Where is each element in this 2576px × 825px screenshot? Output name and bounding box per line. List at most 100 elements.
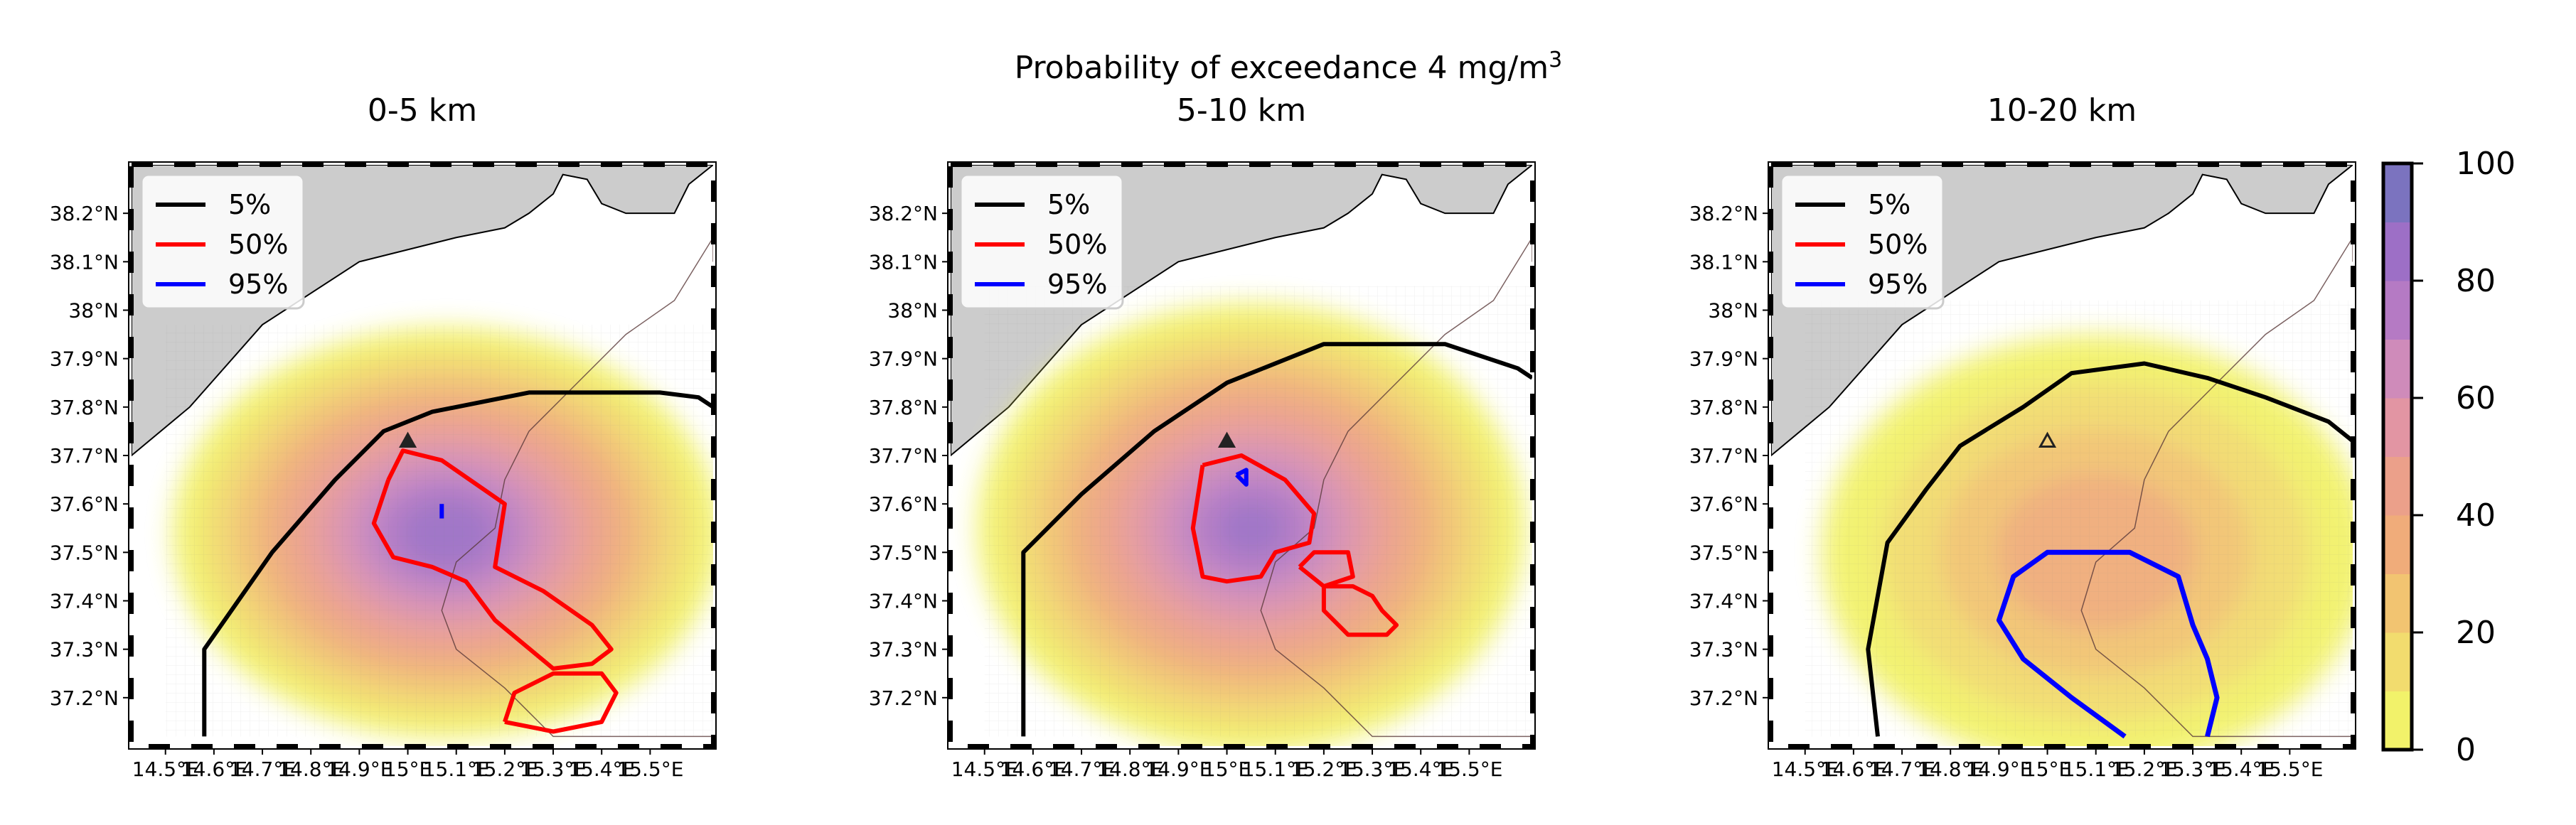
subplot-1: 5%50%95%5-10 km14.5°E14.6°E14.7°E14.8°E1… xyxy=(869,92,1536,781)
contour-95pct xyxy=(1235,468,1249,487)
colorbar-tick-label: 60 xyxy=(2456,380,2496,416)
x-tick-label: 15.5°E xyxy=(2256,757,2323,781)
y-tick-label: 37.8°N xyxy=(869,396,938,419)
y-tick-label: 38.1°N xyxy=(869,250,938,274)
x-tick-label: 14.6°E xyxy=(1820,757,1887,781)
y-tick-label: 37.2°N xyxy=(50,686,119,710)
x-tick-label: 14.6°E xyxy=(1000,757,1067,781)
y-tick-label: 37.4°N xyxy=(1689,590,1758,613)
x-tick-label: 14.7°E xyxy=(1869,757,1935,781)
legend-box xyxy=(959,173,1124,310)
colorbar-band-7 xyxy=(2383,281,2412,340)
legend: 5% 50% 95% xyxy=(1780,173,1945,310)
y-tick-label: 37.8°N xyxy=(1689,396,1758,419)
x-tick-label: 15.5°E xyxy=(616,757,683,781)
volcano-marker xyxy=(2038,431,2057,448)
legend-label-2: 95% xyxy=(1047,269,1107,300)
x-tick-label: 14.6°E xyxy=(181,757,247,781)
x-tick-label: 14.8°E xyxy=(1096,757,1163,781)
y-tick-label: 38°N xyxy=(68,299,119,323)
legend-label-0: 5% xyxy=(1868,189,1910,220)
y-tick-label: 38.1°N xyxy=(1689,250,1758,274)
subplot-title: 5-10 km xyxy=(1177,92,1306,129)
colorbar-tick-label: 0 xyxy=(2456,732,2476,768)
map-area xyxy=(132,165,713,746)
contour-5pct xyxy=(202,390,713,737)
contour-50pct_c xyxy=(1321,584,1399,637)
coastline xyxy=(2080,236,2353,738)
y-tick-label: 37.9°N xyxy=(869,347,938,371)
colorbar-tick-label: 80 xyxy=(2456,263,2496,299)
legend-label-1: 50% xyxy=(1047,229,1107,260)
legend: 5% 50% 95% xyxy=(140,173,305,310)
x-tick-label: 15.2°E xyxy=(1290,757,1357,781)
legend-box xyxy=(1780,173,1945,310)
y-tick-label: 37.3°N xyxy=(50,638,119,662)
x-tick-label: 15.1°E xyxy=(1242,757,1309,781)
volcano-marker xyxy=(399,431,417,448)
x-tick-label: 14.9°E xyxy=(326,757,392,781)
contour-95pct xyxy=(1996,549,2220,739)
y-tick-label: 37.6°N xyxy=(1689,492,1758,516)
legend-label-1: 50% xyxy=(1868,229,1928,260)
x-tick-label: 14.5°E xyxy=(1772,757,1839,781)
coastline xyxy=(441,236,713,738)
contour-50pct_b xyxy=(1298,550,1355,589)
x-tick-label: 15.5°E xyxy=(1436,757,1502,781)
x-tick-label: 15.3°E xyxy=(2159,757,2226,781)
y-tick-label: 37.7°N xyxy=(869,444,938,468)
subplot-title: 10-20 km xyxy=(1987,92,2137,129)
x-tick-label: 14.7°E xyxy=(229,757,296,781)
x-tick-label: 14.9°E xyxy=(1965,757,2032,781)
figure-title-superscript: 3 xyxy=(1549,48,1562,72)
legend: 5% 50% 95% xyxy=(959,173,1124,310)
legend-label-1: 50% xyxy=(228,229,288,260)
colorbar-band-2 xyxy=(2383,573,2412,633)
y-tick-label: 37.8°N xyxy=(50,396,119,419)
y-tick-label: 38.1°N xyxy=(50,250,119,274)
frame-dashed xyxy=(129,163,715,748)
colorbar-band-5 xyxy=(2383,398,2412,457)
colorbar-band-4 xyxy=(2383,456,2412,516)
legend-label-0: 5% xyxy=(228,189,271,220)
y-tick-label: 37.9°N xyxy=(50,347,119,371)
colorbar-tick-label: 20 xyxy=(2456,615,2496,651)
x-tick-label: 15°E xyxy=(384,757,432,781)
figure-title: Probability of exceedance 4 mg/m3 xyxy=(1015,48,1562,86)
legend-label-2: 95% xyxy=(1868,269,1928,300)
x-tick-label: 15.2°E xyxy=(471,757,538,781)
y-tick-label: 37.3°N xyxy=(1689,638,1758,662)
contour-5pct xyxy=(1866,361,2353,737)
map-area xyxy=(1771,165,2353,746)
y-tick-label: 37.9°N xyxy=(1689,347,1758,371)
subplot-title: 0-5 km xyxy=(368,92,477,129)
frame-dashed xyxy=(948,163,1534,748)
y-tick-label: 37.6°N xyxy=(869,492,938,516)
y-tick-label: 37.2°N xyxy=(869,686,938,710)
y-tick-label: 37.7°N xyxy=(50,444,119,468)
volcano-marker xyxy=(1218,431,1236,448)
contour-50pct xyxy=(371,448,614,671)
colorbar-band-9 xyxy=(2383,163,2412,222)
legend-label-0: 5% xyxy=(1047,189,1090,220)
colorbar-band-0 xyxy=(2383,691,2412,750)
colorbar-ticks: 0 20 40 60 80 100 xyxy=(2412,146,2516,768)
x-tick-label: 15.4°E xyxy=(2208,757,2275,781)
y-tick-label: 37.4°N xyxy=(50,590,119,613)
y-tick-label: 37.5°N xyxy=(1689,541,1758,564)
x-tick-label: 14.9°E xyxy=(1145,757,1212,781)
contour-50pct_b xyxy=(503,671,619,734)
colorbar-band-6 xyxy=(2383,339,2412,399)
subplot-2: 5% 50% 95% 10-20 km 14.5°E14.6°E14.7°E14.8°E… xyxy=(1689,92,2356,781)
subplot-0: 5% 50% 95% 0-5 km 14.5°E14.6°E14.7°E14.8°E14… xyxy=(50,92,717,781)
y-tick-label: 37.5°N xyxy=(50,541,119,564)
grid-overlay xyxy=(984,286,1532,737)
figure-title-text: Probability of exceedance 4 mg/m xyxy=(1015,50,1549,86)
y-tick-label: 37.3°N xyxy=(869,638,938,662)
y-tick-label: 37.4°N xyxy=(869,590,938,613)
y-tick-label: 37.6°N xyxy=(50,492,119,516)
colorbar-frame xyxy=(2381,161,2414,752)
colorbar-bands xyxy=(2383,163,2412,750)
y-tick-label: 37.2°N xyxy=(1689,686,1758,710)
